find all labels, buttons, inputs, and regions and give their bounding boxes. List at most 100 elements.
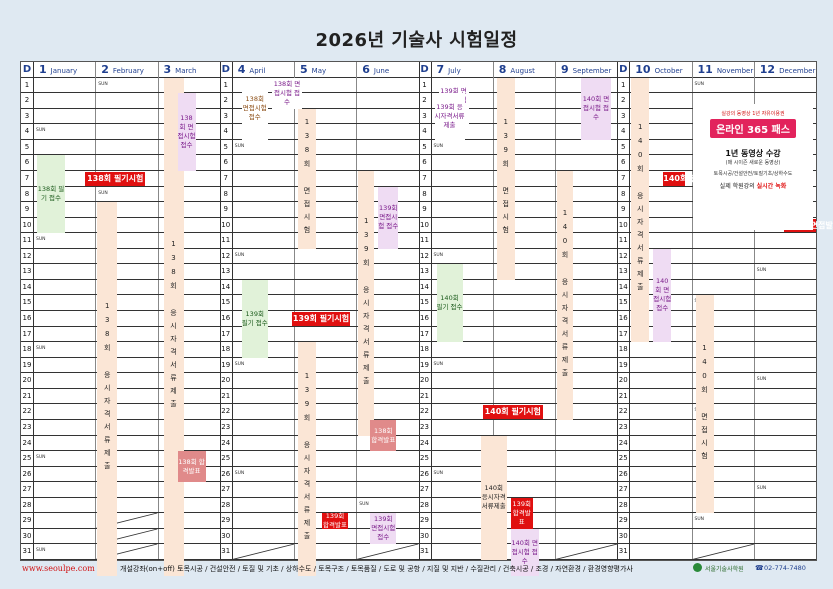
- day-number: 4: [24, 127, 30, 136]
- day-number: 6: [223, 158, 228, 167]
- month-name: February: [112, 67, 144, 75]
- ad-line3: 1년 동영상 수강: [725, 149, 781, 158]
- event-138-apply-docs: 138회 응시자격서류제출: [97, 202, 118, 576]
- day-row: [21, 93, 816, 109]
- event-interview-jul: 139회 면접시험: [496, 77, 515, 280]
- invalid-day: [231, 544, 294, 560]
- sunday-marker: SUN: [36, 237, 46, 243]
- day-number: 22: [420, 407, 429, 416]
- day-number: 23: [22, 422, 32, 431]
- month-header: 3 March: [164, 62, 220, 77]
- month-name: March: [175, 67, 197, 75]
- month-name: July: [448, 67, 461, 75]
- sunday-marker: SUN: [36, 128, 46, 134]
- event-139-apply-jul: 139회 응시자격서류제출: [434, 93, 465, 140]
- day-row: [21, 358, 816, 374]
- day-number: 28: [420, 500, 429, 509]
- event-139-apply-jun: 139회 응시자격서류제출: [358, 170, 375, 436]
- event-139-written-exam: 139회 필기시험: [292, 312, 350, 326]
- column-divider: [629, 62, 631, 560]
- day-number: 31: [420, 547, 429, 556]
- course-list: 개설강좌(on+off) 토목시공 / 건설안전 / 토질 및 기초 / 상하수…: [120, 565, 633, 573]
- month-header: 12 December: [760, 62, 816, 77]
- day-row: [21, 109, 816, 125]
- academy-logo-text: 서울기술사학원: [705, 566, 744, 573]
- day-number: 16: [22, 314, 32, 322]
- site-url-link[interactable]: www.seoulpe.com: [22, 564, 95, 573]
- sunday-marker: SUN: [234, 361, 245, 367]
- day-number: 21: [618, 391, 628, 400]
- day-number: 23: [618, 422, 628, 431]
- day-number: 20: [221, 376, 231, 385]
- day-number: 16: [420, 314, 429, 322]
- day-number: 16: [618, 314, 628, 322]
- column-divider: [418, 62, 420, 560]
- ad-box[interactable]: 실강의 동영상 1년 자유이용권 온라인 365 패스 1년 동영상 수강 (매…: [693, 104, 813, 230]
- day-number: 27: [618, 485, 628, 494]
- day-number: 25: [221, 454, 231, 463]
- day-number: 14: [221, 282, 231, 291]
- day-number: 24: [22, 438, 32, 447]
- day-row: [21, 155, 816, 171]
- day-number: 19: [22, 360, 32, 369]
- academy-logo-icon: [693, 563, 702, 572]
- day-number: 17: [221, 329, 231, 338]
- day-number: 3: [422, 111, 427, 120]
- day-number: 30: [22, 531, 32, 540]
- day-number: 8: [621, 189, 626, 198]
- day-row: [21, 295, 816, 311]
- day-number: 1: [223, 80, 228, 89]
- day-row: [21, 420, 816, 436]
- day-number: 12: [22, 251, 32, 260]
- day-number: 10: [420, 220, 429, 229]
- month-name: December: [779, 67, 816, 75]
- day-header: D: [420, 64, 429, 75]
- day-number: 28: [22, 500, 32, 509]
- month-header: 2 February: [101, 62, 157, 77]
- sunday-marker: SUN: [756, 377, 767, 383]
- day-number: 6: [422, 158, 427, 167]
- day-number: 14: [22, 282, 32, 291]
- event-138-pass-apr: 138회 합격발표: [177, 451, 206, 483]
- day-number: 19: [420, 360, 429, 369]
- month-name: October: [654, 67, 683, 75]
- month-number: 11: [697, 63, 713, 76]
- event-138-pass-jun: 138회 합격발표: [370, 419, 397, 452]
- day-number: 14: [618, 282, 628, 291]
- day-number: 2: [223, 96, 228, 105]
- column-divider: [492, 62, 494, 560]
- day-number: 8: [422, 189, 427, 198]
- event-140-written-accept: 140회 필기 접수: [436, 264, 463, 343]
- day-number: 29: [22, 516, 32, 525]
- day-number: 30: [420, 531, 429, 540]
- sunday-marker: SUN: [36, 346, 46, 352]
- day-number: 21: [22, 391, 32, 400]
- day-number: 15: [420, 298, 429, 307]
- month-name: May: [311, 67, 327, 75]
- day-number: 22: [221, 407, 231, 416]
- day-row: [21, 264, 816, 280]
- day-row: [21, 389, 816, 405]
- day-number: 7: [24, 173, 30, 182]
- month-header: 8 August: [499, 62, 555, 77]
- day-number: 27: [22, 485, 32, 494]
- month-header: 4 April: [238, 62, 294, 77]
- day-row: [21, 482, 816, 498]
- day-row: [21, 140, 816, 156]
- day-number: 4: [621, 127, 626, 136]
- event-139-written-accept: 139회 필기 접수: [241, 279, 268, 358]
- sunday-marker: SUN: [234, 252, 245, 258]
- month-number: 4: [237, 63, 246, 76]
- day-header: D: [221, 64, 230, 75]
- column-divider: [691, 62, 693, 560]
- month-number: 10: [635, 63, 651, 76]
- sunday-marker: SUN: [234, 143, 245, 149]
- month-header: 10 October: [635, 62, 691, 77]
- day-number: 28: [618, 500, 628, 509]
- month-number: 1: [39, 63, 47, 76]
- day-number: 29: [618, 516, 628, 525]
- day-number: 18: [22, 345, 32, 354]
- month-name: September: [572, 67, 612, 75]
- day-header: D: [619, 64, 628, 75]
- event-139-apply-may: 139회 응시자격서류제출: [298, 342, 316, 576]
